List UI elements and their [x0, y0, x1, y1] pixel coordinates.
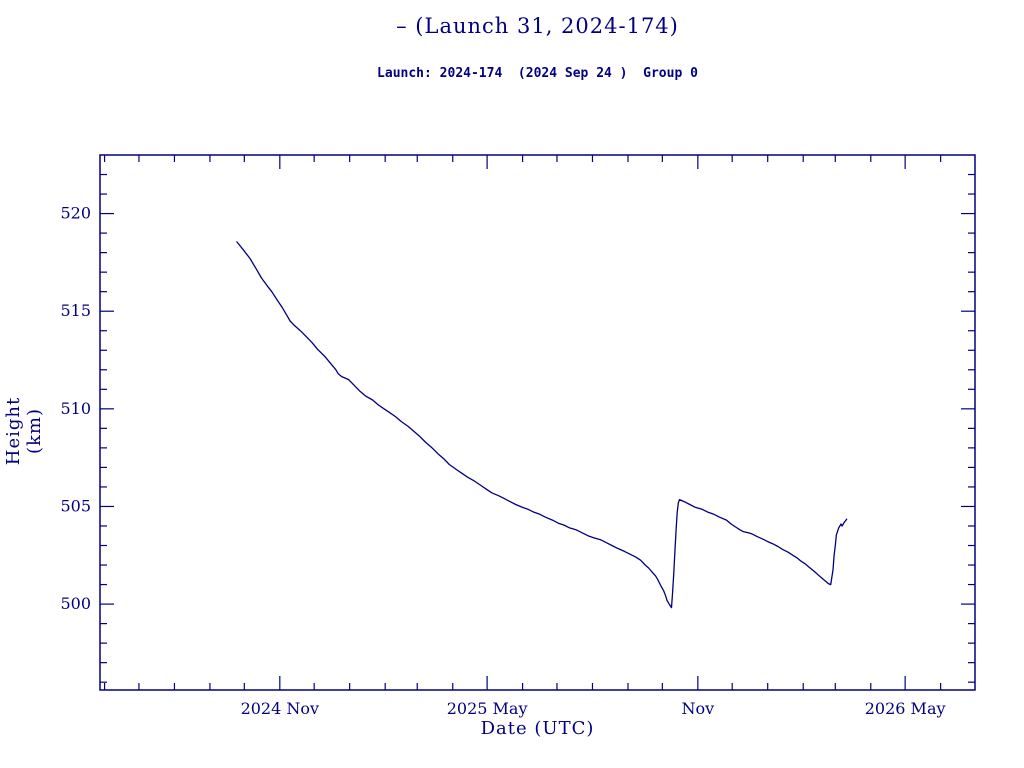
- chart-subtitle: Launch: 2024-174 (2024 Sep 24 ) Group 0: [377, 66, 698, 81]
- x-axis-label: Date (UTC): [480, 718, 595, 739]
- y-tick-label: 510: [60, 399, 91, 418]
- x-tick-label: 2026 May: [865, 699, 946, 718]
- x-tick-label: Nov: [682, 699, 715, 718]
- y-tick-label: 520: [60, 204, 91, 223]
- x-tick-label: 2025 May: [447, 699, 528, 718]
- y-tick-label: 515: [60, 301, 91, 320]
- y-tick-label: 505: [60, 496, 91, 515]
- x-tick-label: 2024 Nov: [241, 699, 319, 718]
- plot-frame: [99, 154, 976, 691]
- chart-title: – (Launch 31, 2024-174): [396, 14, 679, 38]
- y-tick-label: 500: [60, 594, 91, 613]
- height-series-line: [236, 241, 848, 609]
